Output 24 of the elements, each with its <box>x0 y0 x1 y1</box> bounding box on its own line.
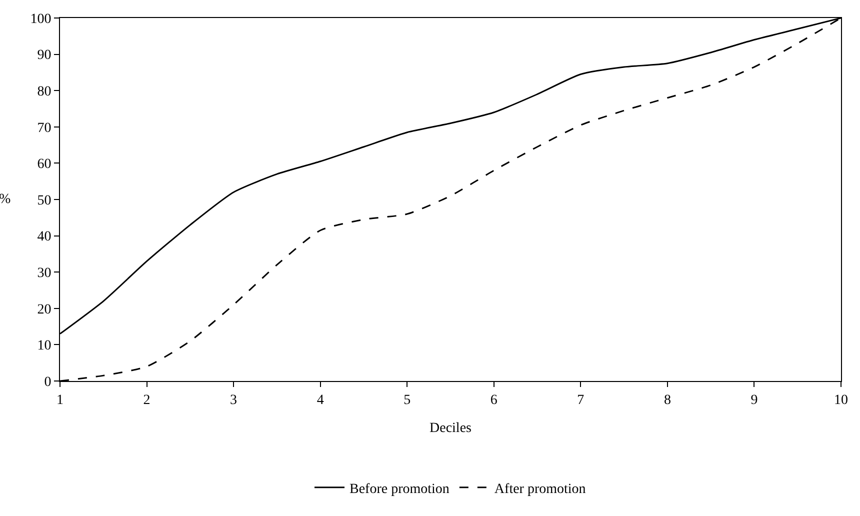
legend-label: Before promotion <box>350 482 450 497</box>
y-tick-label: 60 <box>37 157 52 172</box>
x-tick-label: 9 <box>750 392 758 408</box>
y-tick-label: 10 <box>37 338 52 354</box>
y-tick-label: 30 <box>37 266 52 281</box>
x-tick-label: 6 <box>490 392 498 408</box>
x-tick-label: 5 <box>404 392 411 408</box>
x-axis-title: Deciles <box>430 421 472 436</box>
x-tick-label: 7 <box>577 392 584 408</box>
x-tick-label: 4 <box>316 392 324 408</box>
x-tick-label: 8 <box>664 392 671 408</box>
y-tick-label: 90 <box>37 48 52 64</box>
x-tick-label: 10 <box>834 392 848 408</box>
legend-label: After promotion <box>494 482 586 497</box>
x-tick-label: 1 <box>56 392 64 408</box>
y-tick-label: 40 <box>37 230 52 245</box>
y-tick-label: 0 <box>44 374 52 390</box>
x-tick-label: 3 <box>230 392 238 408</box>
y-tick-label: 20 <box>37 302 52 318</box>
y-tick-label: 80 <box>37 84 52 100</box>
y-tick-label: 100 <box>30 12 52 27</box>
x-tick-label: 2 <box>143 392 150 408</box>
y-tick-label: 70 <box>37 120 52 136</box>
y-tick-label: 50 <box>37 193 52 208</box>
